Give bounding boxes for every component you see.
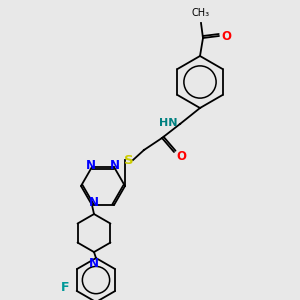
Text: O: O [176,149,186,163]
Text: HN: HN [158,118,177,128]
Text: N: N [89,196,99,209]
Text: CH₃: CH₃ [192,8,210,18]
Text: S: S [124,154,134,166]
Text: N: N [89,257,99,270]
Text: N: N [86,159,96,172]
Text: O: O [221,29,231,43]
Text: F: F [60,280,69,294]
Text: N: N [110,159,120,172]
